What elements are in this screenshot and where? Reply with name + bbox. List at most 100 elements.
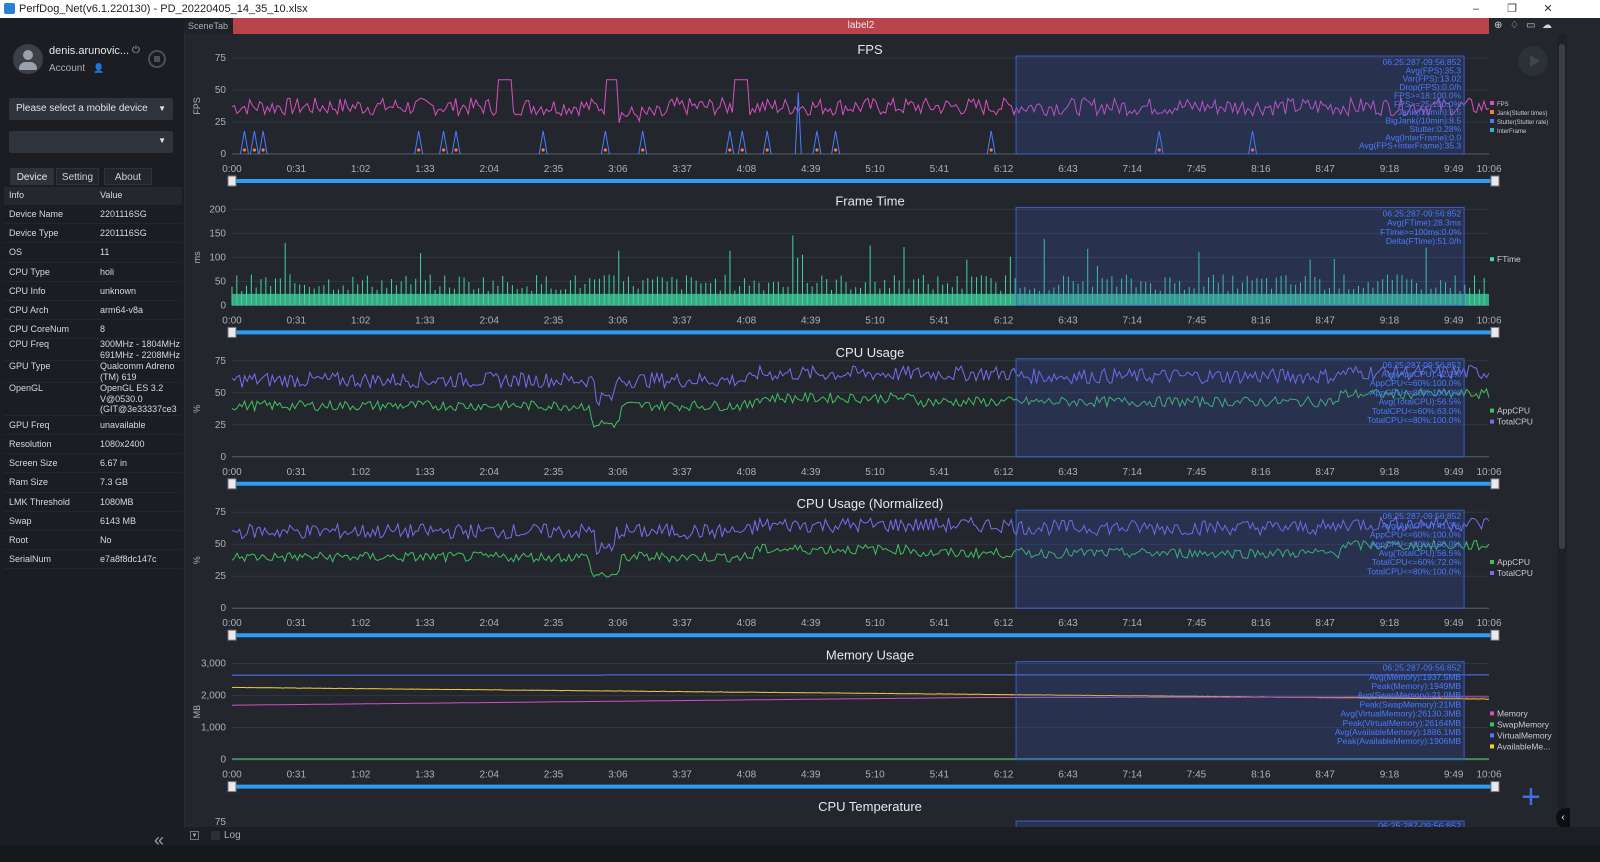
status-bar [0, 845, 1600, 862]
stutter-spike [451, 130, 461, 155]
avatar[interactable] [13, 44, 43, 74]
x-tick-label: 0:00 [222, 164, 242, 175]
close-button[interactable]: ✕ [1543, 3, 1553, 15]
stat-line: 06:25:287-09:56:852 [1383, 57, 1462, 67]
x-tick-label: 0:00 [222, 770, 242, 781]
stat-line: 06:25:287-09:56:852 [1383, 360, 1462, 370]
info-value: 11 [95, 242, 182, 263]
range-handle-right [1490, 781, 1500, 793]
location-icon[interactable]: ⊕ [1494, 20, 1503, 31]
x-tick-label: 10:06 [1476, 770, 1501, 781]
x-tick-label: 7:45 [1187, 618, 1207, 629]
log-checkbox[interactable] [211, 831, 220, 840]
tab-device[interactable]: Device [10, 168, 54, 185]
stat-line: FTime>=100ms:0.0% [1380, 227, 1461, 237]
info-key: Device Name [4, 204, 95, 225]
x-tick-label: 9:49 [1444, 618, 1464, 629]
y-tick-label: 100 [209, 252, 226, 263]
scene-label-bar[interactable]: label2 [233, 18, 1489, 34]
tab-about[interactable]: About [104, 168, 152, 185]
y-axis-label: MB [192, 705, 202, 719]
stat-line: TotalCPU<=60%:72.0% [1372, 557, 1462, 567]
vertical-scrollbar-thumb[interactable] [1559, 44, 1565, 549]
pin-icon[interactable]: ♢ [1510, 20, 1519, 31]
play-button[interactable] [1518, 46, 1548, 76]
stat-line: Avg(FPS):35.3 [1406, 65, 1462, 75]
chart-5: CPU Temperature 75 06:25:287-09:56:852 [215, 799, 1465, 827]
stutter-spike [986, 130, 996, 155]
account-user-icon[interactable]: 👤 [93, 63, 105, 73]
table-row: OpenGL OpenGL ES 3.2 V@0530.0 (GIT@3e3333… [4, 382, 182, 416]
chart-2: CPU Usage% 0 25 50 75 0:00 0:31 1:02 1:33 2:04 2:3… [192, 345, 1533, 490]
info-key: GPU Freq [4, 415, 95, 436]
collapse-sidebar-icon[interactable]: « [154, 830, 165, 850]
x-tick-label: 1:02 [351, 770, 371, 781]
x-tick-label: 0:31 [287, 770, 307, 781]
stat-line: TotalCPU<=60%:63.0% [1372, 406, 1462, 416]
app-select[interactable]: ▼ [9, 131, 173, 153]
x-tick-label: 1:02 [351, 618, 371, 629]
maximize-button[interactable]: ❐ [1507, 3, 1517, 15]
selection-range [1015, 661, 1465, 761]
legend-entry: Memory [1497, 708, 1528, 718]
x-tick-label: 7:14 [1122, 770, 1142, 781]
minimize-button[interactable]: – [1472, 3, 1480, 15]
y-tick-label: 50 [215, 85, 227, 96]
x-tick-label: 6:12 [994, 467, 1014, 478]
x-tick-label: 7:45 [1187, 467, 1207, 478]
legend-swatch [1490, 733, 1494, 738]
chevron-down-icon: ▼ [158, 136, 166, 145]
jank-marker [1157, 148, 1161, 152]
log-dropdown-icon[interactable]: ▼ [190, 831, 199, 840]
info-key: CPU Freq [4, 338, 95, 362]
x-tick-label: 2:04 [479, 164, 499, 175]
table-row: LMK Threshold 1080MB [4, 492, 182, 512]
appcpu-series-line [231, 538, 1490, 578]
device-select[interactable]: Please select a mobile device ▼ [9, 98, 173, 120]
jank-marker [454, 148, 458, 152]
x-tick-label: 6:12 [994, 770, 1014, 781]
x-tick-label: 3:37 [672, 618, 692, 629]
x-tick-label: 5:41 [930, 467, 950, 478]
info-value: e7a8f8dc147c [95, 549, 182, 570]
x-tick-label: 0:00 [222, 618, 242, 629]
y-tick-label: 50 [215, 276, 227, 287]
cloud-icon[interactable]: ☁ [1542, 20, 1552, 31]
folder-icon[interactable]: ▭ [1526, 20, 1536, 31]
expand-panel-icon[interactable]: ‹ [1556, 808, 1570, 828]
stat-line: Avg(TotalCPU):56.5% [1379, 548, 1462, 558]
scene-tab[interactable]: SceneTab [184, 18, 233, 34]
table-row: Resolution 1080x2400 [4, 434, 182, 455]
x-tick-label: 7:45 [1187, 315, 1207, 326]
info-key: GPU Type [4, 360, 95, 384]
stat-line: Delta(FTime):51.0/h [1386, 236, 1462, 246]
x-tick-label: 9:49 [1444, 315, 1464, 326]
x-tick-label: 7:45 [1187, 770, 1207, 781]
x-tick-label: 9:18 [1380, 618, 1400, 629]
range-handle-left [227, 326, 237, 338]
range-handle-left [227, 629, 237, 641]
x-tick-label: 0:00 [222, 315, 242, 326]
logout-icon[interactable]: ⏻ [132, 45, 140, 56]
y-tick-label: 75 [215, 507, 227, 518]
x-tick-label: 8:16 [1251, 467, 1271, 478]
legend-swatch [1490, 711, 1494, 716]
table-row: CPU Freq 300MHz - 1804MHz 691MHz - 2208MH… [4, 338, 182, 362]
x-tick-label: 7:45 [1187, 164, 1207, 175]
account-link[interactable]: Account [49, 63, 86, 74]
tab-setting[interactable]: Setting [56, 168, 99, 185]
jank-marker [728, 148, 732, 152]
add-chart-button[interactable]: + [1521, 778, 1541, 816]
stat-line: Peak(Memory):1949MB [1371, 681, 1461, 691]
record-stop-button[interactable] [148, 50, 166, 68]
app-logo-icon [4, 3, 15, 14]
stutter-spike [249, 130, 259, 155]
y-tick-label: 150 [209, 228, 226, 239]
y-tick-label: 0 [220, 149, 226, 160]
stat-line: Avg(Memory):1937.5MB [1369, 672, 1461, 682]
chart-title: Memory Usage [826, 648, 914, 663]
table-row: CPU Info unknown [4, 281, 182, 301]
x-tick-label: 8:47 [1315, 618, 1335, 629]
stutter-spike [538, 130, 548, 155]
x-tick-label: 8:47 [1315, 315, 1335, 326]
